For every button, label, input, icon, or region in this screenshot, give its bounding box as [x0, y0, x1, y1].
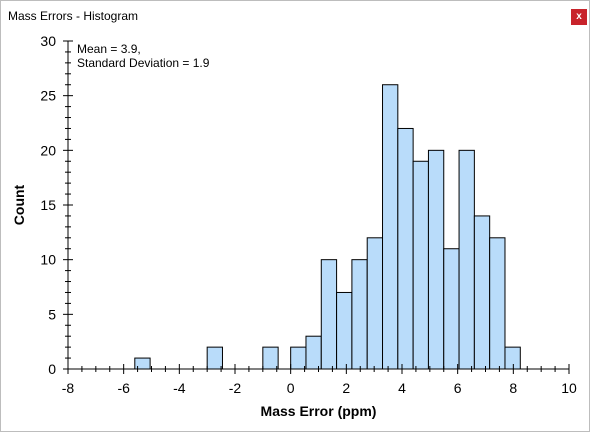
x-tick-label: -6 — [117, 380, 130, 396]
stats-annotation: Standard Deviation = 1.9 — [77, 56, 210, 70]
histogram-bar — [443, 248, 460, 370]
x-tick-label: 10 — [561, 380, 577, 396]
x-tick-label: 8 — [509, 380, 517, 396]
x-tick-label: 4 — [398, 380, 406, 396]
histogram-bar — [382, 84, 399, 370]
x-tick-label: -8 — [62, 380, 75, 396]
y-tick-label: 20 — [40, 142, 56, 158]
y-tick-label: 5 — [48, 306, 56, 322]
y-tick-label: 15 — [40, 197, 56, 213]
histogram-bar — [305, 335, 322, 370]
histogram-bar — [489, 237, 506, 370]
histogram-bar — [290, 346, 307, 370]
stats-annotation: Mean = 3.9, — [77, 42, 141, 56]
histogram-bar — [320, 259, 338, 370]
window-title: Mass Errors - Histogram — [8, 9, 139, 23]
histogram-bar — [336, 291, 353, 370]
close-button[interactable]: x — [571, 9, 587, 25]
histogram-bar — [412, 160, 429, 370]
histogram-bar — [351, 259, 368, 370]
y-tick-label: 0 — [48, 361, 56, 377]
y-tick-label: 10 — [40, 252, 56, 268]
x-axis-label: Mass Error (ppm) — [261, 403, 377, 419]
title-bar[interactable]: Mass Errors - Histogram x — [1, 1, 589, 31]
histogram-bar — [206, 346, 223, 370]
y-tick-label: 30 — [40, 33, 56, 49]
x-tick-label: 2 — [342, 380, 350, 396]
histogram-bar — [397, 127, 414, 370]
histogram-bar — [473, 215, 491, 370]
histogram-bar — [504, 346, 521, 370]
x-tick-label: -2 — [229, 380, 242, 396]
y-axis-label: Count — [11, 184, 27, 225]
histogram-bar — [458, 149, 475, 370]
histogram-bar — [427, 149, 445, 370]
histogram-bar — [366, 237, 384, 370]
y-tick-label: 25 — [40, 88, 56, 104]
histogram-bar — [262, 346, 279, 370]
x-tick-label: 6 — [454, 380, 462, 396]
x-tick-label: -4 — [173, 380, 186, 396]
x-tick-label: 0 — [287, 380, 295, 396]
